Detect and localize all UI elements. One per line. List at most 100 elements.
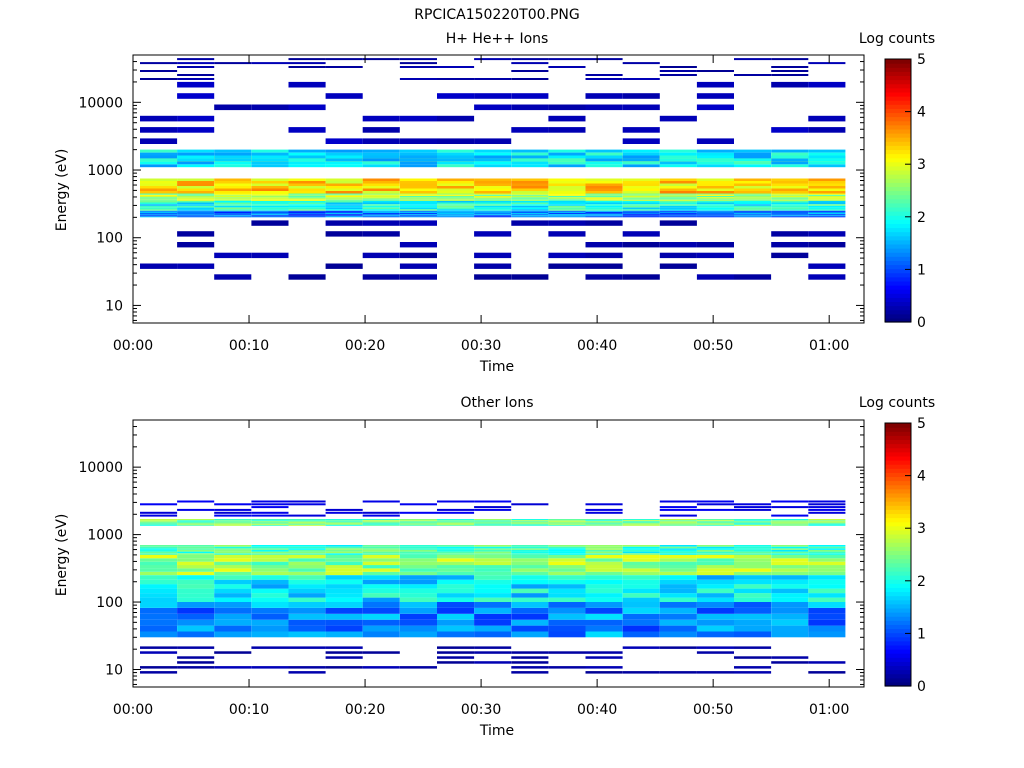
heatmap-cell (325, 152, 363, 156)
heatmap-cell (177, 204, 215, 206)
heatmap-cell (177, 74, 215, 76)
heatmap-cell (140, 565, 178, 569)
heatmap-cell (288, 127, 326, 133)
heatmap-cell (214, 188, 252, 191)
heatmap-cell (399, 521, 437, 523)
heatmap-cell (140, 558, 178, 562)
heatmap-cell (474, 216, 512, 218)
heatmap-cell (325, 558, 363, 562)
heatmap-cell (548, 550, 586, 552)
heatmap-cell (362, 211, 400, 213)
heatmap-cell (177, 588, 215, 594)
colorbar-tick-label: 1 (917, 262, 926, 278)
heatmap-cell (288, 575, 326, 580)
heatmap-cell (214, 511, 252, 514)
heatmap-cell (548, 58, 586, 61)
heatmap-cell (548, 149, 586, 153)
heatmap-cell (437, 149, 475, 153)
heatmap-cell (696, 207, 734, 210)
heatmap-cell (214, 62, 252, 65)
heatmap-cell (511, 127, 549, 133)
heatmap-cell (325, 198, 363, 200)
heatmap-cell (177, 81, 215, 88)
heatmap-cell (437, 519, 475, 521)
heatmap-cell (696, 522, 734, 524)
heatmap-cell (437, 210, 475, 212)
heatmap-cell (214, 546, 252, 549)
heatmap-cell (437, 194, 475, 196)
colorbar-swatch (885, 681, 911, 687)
heatmap-cell (808, 523, 846, 525)
heatmap-cell (288, 597, 326, 603)
heatmap-cell (511, 602, 549, 608)
y-tick-label: 10000 (78, 95, 123, 111)
heatmap-cell (399, 183, 437, 186)
heatmap-cell (808, 81, 846, 88)
heatmap-cell (399, 138, 437, 144)
heatmap-cell (771, 554, 809, 559)
heatmap-cell (696, 155, 734, 159)
heatmap-cell (177, 554, 215, 559)
heatmap-cell (734, 188, 772, 191)
colorbar-swatch (885, 612, 911, 617)
panel-title: Other Ions (460, 395, 533, 411)
heatmap-cell (214, 561, 252, 566)
heatmap-cell (140, 546, 178, 549)
colorbar-swatch (885, 620, 911, 625)
heatmap-cell (177, 211, 215, 213)
heatmap-cell (251, 607, 289, 614)
heatmap-cell (474, 523, 512, 525)
heatmap-cell (548, 231, 586, 237)
heatmap-cell (362, 613, 400, 620)
heatmap-cell (325, 186, 363, 189)
heatmap-cell (177, 115, 215, 122)
heatmap-cell (288, 571, 326, 576)
heatmap-cell (251, 551, 289, 554)
heatmap-cell (511, 210, 549, 212)
heatmap-cell (325, 554, 363, 559)
y-tick-label: 10 (105, 662, 123, 678)
heatmap-cell (696, 252, 734, 259)
heatmap-cell (474, 506, 512, 509)
heatmap-cell (362, 511, 400, 514)
heatmap-cell (140, 152, 178, 156)
heatmap-cell (734, 274, 772, 280)
heatmap-cell (734, 619, 772, 626)
y-tick-label: 100 (96, 595, 123, 611)
heatmap-cell (622, 553, 660, 555)
heatmap-cell (585, 545, 623, 547)
heatmap-cell (659, 178, 697, 181)
heatmap-cell (177, 571, 215, 576)
colorbar-swatch (885, 443, 911, 449)
heatmap-cell (734, 666, 772, 669)
heatmap-cell (696, 213, 734, 215)
heatmap-cell (659, 74, 697, 76)
heatmap-cell (771, 199, 809, 201)
heatmap-cell (511, 213, 549, 215)
heatmap-cell (251, 514, 289, 517)
heatmap-cell (140, 78, 178, 80)
heatmap-cell (214, 149, 252, 153)
heatmap-cell (362, 186, 400, 189)
heatmap-cell (734, 200, 772, 203)
heatmap-cell (548, 198, 586, 200)
heatmap-cell (696, 548, 734, 550)
colorbar-tick-label: 4 (917, 469, 926, 485)
heatmap-cell (474, 188, 512, 191)
heatmap-cell (771, 127, 809, 133)
colorbar-tick-label: 5 (917, 416, 926, 432)
heatmap-cell (622, 523, 660, 525)
heatmap-cell (696, 215, 734, 217)
heatmap-cell (622, 597, 660, 603)
heatmap-cell (437, 554, 475, 559)
heatmap-cell (622, 209, 660, 211)
heatmap-cell (622, 584, 660, 589)
heatmap-cell (399, 205, 437, 208)
plot-frame (132, 419, 865, 688)
heatmap-cell (288, 558, 326, 562)
heatmap-cell (622, 551, 660, 554)
heatmap-cell (548, 565, 586, 569)
heatmap-cell (177, 546, 215, 549)
heatmap-cell (288, 619, 326, 626)
heatmap-cell (696, 625, 734, 632)
